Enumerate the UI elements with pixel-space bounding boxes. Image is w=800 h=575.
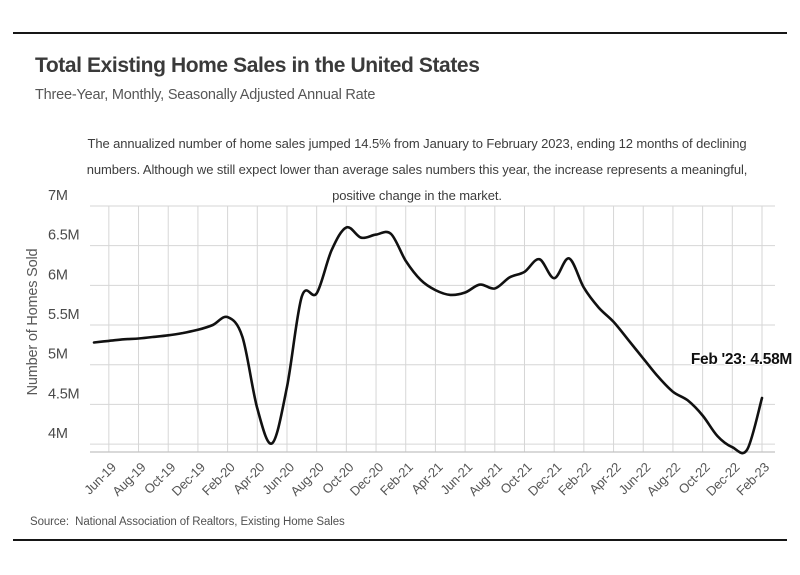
x-tick-label: Aug-20 <box>287 460 326 499</box>
bottom-divider <box>13 539 787 541</box>
x-tick-label: Feb-20 <box>199 460 238 499</box>
x-tick-label: Feb-21 <box>377 460 416 499</box>
x-tick-label: Feb-22 <box>555 460 594 499</box>
x-tick-label: Apr-21 <box>408 460 445 497</box>
x-tick-label: Aug-22 <box>644 460 683 499</box>
x-tick-label: Aug-21 <box>466 460 505 499</box>
annotation-line-3: positive change in the market. <box>332 188 502 203</box>
annotation-line-1: The annualized number of home sales jump… <box>87 136 747 151</box>
x-tick-label: Apr-20 <box>230 460 267 497</box>
y-tick-label: 6M <box>48 267 68 283</box>
x-tick-label: Dec-21 <box>525 460 564 499</box>
page-subtitle: Three-Year, Monthly, Seasonally Adjusted… <box>35 87 376 103</box>
gridlines <box>90 205 775 453</box>
sales-line-chart: Jun-19Aug-19Oct-19Dec-19Feb-20Apr-20Jun-… <box>48 188 775 499</box>
y-tick-label: 6.5M <box>48 228 79 244</box>
y-tick-label: 5.5M <box>48 307 79 323</box>
x-tick-label: Aug-19 <box>109 460 148 499</box>
y-tick-label: 4M <box>48 426 68 442</box>
x-tick-label: Dec-20 <box>347 460 386 499</box>
source-note: Source: National Association of Realtors… <box>30 516 345 528</box>
y-tick-label: 5M <box>48 347 68 363</box>
x-tick-label: Dec-19 <box>169 460 208 499</box>
last-point-callout: Feb '23: 4.58M <box>690 351 792 368</box>
x-tick-label: Feb-23 <box>733 460 772 499</box>
y-tick-label: 4.5M <box>48 386 79 402</box>
y-tick-label: 7M <box>48 188 68 204</box>
home-sales-series-line <box>92 225 764 455</box>
page-title: Total Existing Home Sales in the United … <box>35 54 480 77</box>
x-tick-label: Apr-22 <box>586 460 623 497</box>
chart-annotation: The annualized number of home sales jump… <box>37 131 797 209</box>
annotation-line-2: numbers. Although we still expect lower … <box>86 162 748 177</box>
top-divider <box>13 32 787 34</box>
x-tick-label: Dec-22 <box>703 460 742 499</box>
